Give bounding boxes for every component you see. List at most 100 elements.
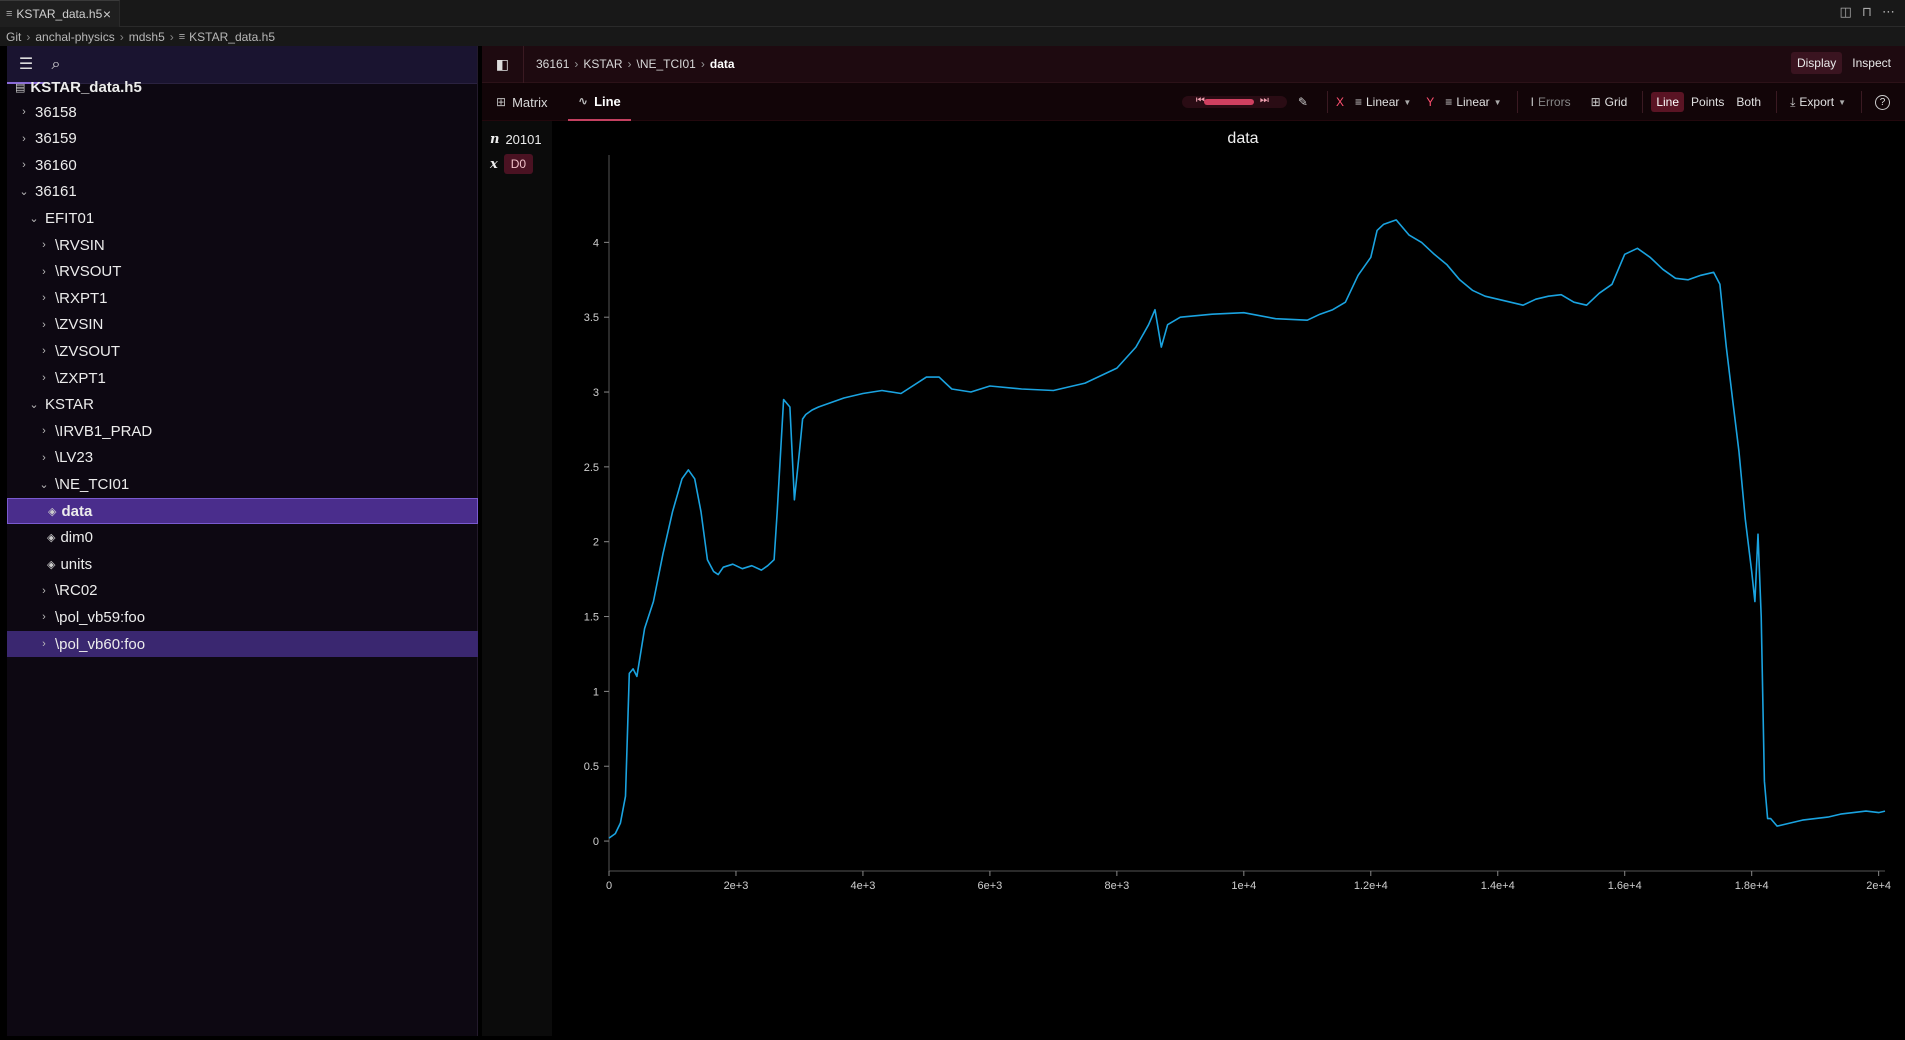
- dataset-path: 36161 › KSTAR › \NE_TCI01 › data: [524, 57, 735, 71]
- dataset-icon: ◈: [47, 532, 56, 545]
- close-icon[interactable]: ×: [102, 6, 111, 22]
- breadcrumb-item[interactable]: mdsh5: [128, 29, 165, 44]
- chevron-right-icon[interactable]: ›: [42, 611, 46, 624]
- tree-group-item[interactable]: › \RVSIN: [7, 232, 478, 258]
- x-tick-label: 1.4e+4: [1481, 880, 1515, 892]
- tree-dataset-item[interactable]: ◈ units: [7, 551, 478, 577]
- help-button[interactable]: ?: [1870, 92, 1895, 113]
- file-icon: ≡: [6, 8, 13, 20]
- tree-group-item[interactable]: › \ZVSOUT: [7, 338, 478, 364]
- tree-dataset-item[interactable]: ◈ dim0: [7, 525, 478, 551]
- chevron-down-icon[interactable]: ⌄: [19, 186, 29, 199]
- y-tick-label: 0: [593, 836, 599, 848]
- inspect-mode-button[interactable]: Inspect: [1852, 56, 1891, 70]
- chevron-right-icon[interactable]: ›: [42, 451, 46, 464]
- tab-matrix[interactable]: ⊞ Matrix: [496, 83, 547, 121]
- chevron-right-icon[interactable]: ›: [22, 159, 26, 172]
- chevron-right-icon[interactable]: ›: [42, 265, 46, 278]
- y-scale-select[interactable]: ≡ Linear ▼: [1440, 92, 1506, 112]
- chevron-right-icon[interactable]: ›: [22, 132, 26, 145]
- tree-item-label: \ZXPT1: [55, 369, 106, 387]
- path-item[interactable]: 36161: [536, 57, 570, 71]
- chevron-right-icon[interactable]: ›: [42, 292, 46, 305]
- chevron-right-icon[interactable]: ›: [42, 372, 46, 384]
- tree-group-item[interactable]: ⌄ EFIT01: [7, 205, 478, 231]
- tree-group-item[interactable]: › \LV23: [7, 445, 478, 471]
- y-tick-label: 1.5: [584, 612, 599, 624]
- toolbar-tools: ⏮ ⏭ ✎ X ≡ Linear ▼ Y ≡ Linear ▼ I Errors: [1176, 83, 1897, 121]
- lock-icon[interactable]: ⊓: [1861, 4, 1872, 19]
- tree-group-item[interactable]: › \ZXPT1: [7, 365, 478, 391]
- chevron-right-icon[interactable]: ›: [22, 106, 26, 118]
- scale-icon: ≡: [1445, 95, 1453, 109]
- both-style-button[interactable]: Both: [1736, 95, 1762, 109]
- sidebar-toggle-icon[interactable]: ◧: [482, 45, 524, 83]
- tree-group-item[interactable]: › \IRVB1_PRAD: [7, 418, 478, 444]
- tree-dataset-item[interactable]: ◈ data: [7, 498, 478, 524]
- slider-range-fill: [1203, 99, 1254, 105]
- split-editor-icon[interactable]: ◫: [1839, 4, 1852, 19]
- editor-tab[interactable]: ≡ KSTAR_data.h5 ×: [0, 0, 120, 27]
- data-series-line[interactable]: [608, 219, 1886, 839]
- y-tick-label: 1: [593, 686, 599, 698]
- chevron-down-icon[interactable]: ⌄: [29, 399, 39, 412]
- display-mode-button[interactable]: Display: [1790, 52, 1843, 74]
- toolbar-divider: [1776, 91, 1778, 113]
- line-style-button[interactable]: Line: [1651, 92, 1685, 112]
- tree-group-item[interactable]: › \pol_vb59:foo: [7, 604, 478, 630]
- tree-group-item[interactable]: › \RC02: [7, 578, 478, 604]
- tree-group-item[interactable]: › 36158: [7, 99, 478, 125]
- chevron-right-icon[interactable]: ›: [42, 239, 46, 251]
- x-tick-label: 6e+3: [978, 880, 1003, 892]
- tree-group-item[interactable]: › \ZVSIN: [7, 312, 478, 338]
- search-icon[interactable]: ⌕: [51, 56, 61, 73]
- slider-max-handle[interactable]: ⏭: [1259, 95, 1269, 106]
- breadcrumb-item[interactable]: KSTAR_data.h5: [189, 29, 275, 44]
- tree-item-label: \ZVSIN: [55, 316, 104, 334]
- visualization-toolbar: ⊞ Matrix ∿ Line ⏮ ⏭ ✎ X ≡ Linear ▼ Y ≡: [482, 83, 1905, 121]
- x-tick-label: 2e+3: [724, 880, 749, 892]
- slider-min-handle[interactable]: ⏮: [1195, 95, 1205, 106]
- line-plot[interactable]: data 0 0.5 1 1.5 2 2.5 3 3.5 4 0 2e+3 4e+3 6e+3 8e+3 1e…: [552, 121, 1905, 1036]
- chevron-right-icon[interactable]: ›: [42, 638, 46, 650]
- chevron-right-icon: ›: [26, 29, 31, 44]
- path-item[interactable]: KSTAR: [583, 57, 623, 71]
- editor-tab-bar: ≡ KSTAR_data.h5 × ◫ ⊓ ⋯: [0, 0, 1905, 27]
- tree-group-item[interactable]: › \RVSOUT: [7, 259, 478, 285]
- list-view-icon[interactable]: ☰: [7, 46, 45, 84]
- viewer-panel: ◧ 36161 › KSTAR › \NE_TCI01 › data Displ…: [482, 45, 1905, 1036]
- tree-group-item[interactable]: › 36160: [7, 152, 478, 178]
- chevron-right-icon[interactable]: ›: [42, 584, 46, 597]
- more-icon[interactable]: ⋯: [1882, 4, 1895, 19]
- path-item[interactable]: \NE_TCI01: [636, 57, 696, 71]
- x-scale-select[interactable]: ≡ Linear ▼: [1350, 92, 1416, 112]
- tree-group-item[interactable]: ⌄ \NE_TCI01: [7, 471, 478, 497]
- tree-item-label: \NE_TCI01: [55, 475, 130, 493]
- tree-group-item[interactable]: › \pol_vb60:foo: [7, 631, 478, 657]
- tree-group-item[interactable]: › 36159: [7, 126, 478, 152]
- tree-root[interactable]: ▤ KSTAR_data.h5: [7, 74, 478, 100]
- tree-group-item[interactable]: ⌄ 36161: [7, 179, 478, 205]
- breadcrumb-item[interactable]: Git: [6, 29, 22, 44]
- tree-group-item[interactable]: ⌄ KSTAR: [7, 392, 478, 418]
- export-menu[interactable]: ⤓ Export ▼: [1785, 92, 1851, 113]
- tree-group-item[interactable]: › \RXPT1: [7, 285, 478, 311]
- tab-line[interactable]: ∿ Line: [568, 83, 631, 121]
- line-chart[interactable]: data 0 0.5 1 1.5 2 2.5 3 3.5 4 0 2e+3 4e+3 6e+3 8e+3 1e…: [552, 121, 1905, 1036]
- edit-domain-button[interactable]: ✎: [1293, 92, 1317, 112]
- chevron-right-icon[interactable]: ›: [42, 425, 46, 438]
- chevron-down-icon[interactable]: ⌄: [39, 478, 49, 491]
- points-style-button[interactable]: Points: [1691, 95, 1725, 109]
- tree-item-label: \pol_vb59:foo: [55, 608, 146, 626]
- chevron-right-icon[interactable]: ›: [42, 318, 46, 331]
- tree-item-label: EFIT01: [45, 209, 95, 227]
- chevron-down-icon[interactable]: ⌄: [29, 212, 39, 225]
- chevron-down-icon: ▼: [1493, 97, 1502, 107]
- errors-toggle[interactable]: I Errors: [1526, 92, 1576, 112]
- dim-x-chip[interactable]: D0: [503, 154, 534, 174]
- grid-toggle[interactable]: ⊞ Grid: [1586, 92, 1633, 112]
- breadcrumb-item[interactable]: anchal-physics: [35, 29, 115, 44]
- sidebar-header: ☰ ⌕: [7, 46, 477, 84]
- domain-slider[interactable]: ⏮ ⏭: [1181, 95, 1287, 108]
- chevron-right-icon[interactable]: ›: [42, 345, 46, 358]
